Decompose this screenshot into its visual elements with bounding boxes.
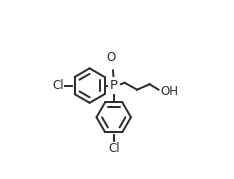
Text: Cl: Cl <box>52 79 64 92</box>
Text: O: O <box>106 51 116 64</box>
Text: OH: OH <box>161 85 179 98</box>
Text: P: P <box>110 79 118 92</box>
Text: Cl: Cl <box>108 142 120 155</box>
